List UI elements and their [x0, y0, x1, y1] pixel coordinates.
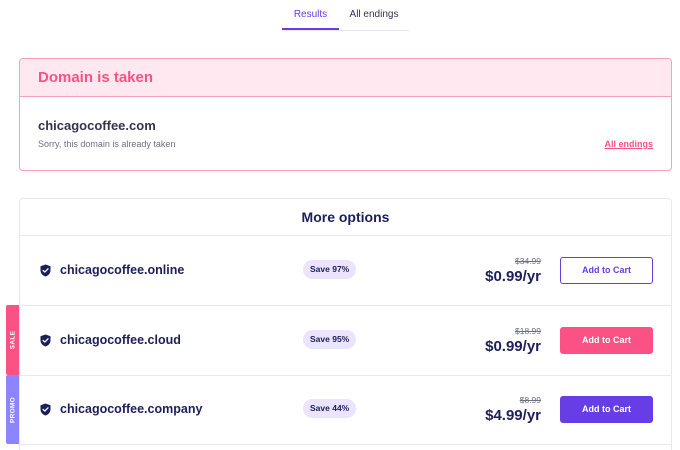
sale-flag: SALE — [6, 305, 19, 375]
option-domain-name: chicagocoffee.cloud — [60, 333, 181, 347]
tab-bar: Results All endings — [282, 0, 409, 31]
shield-check-icon — [40, 334, 51, 347]
add-to-cart-button[interactable]: Add to Cart — [560, 257, 653, 284]
domain-taken-card: Domain is taken chicagocoffee.com Sorry,… — [19, 58, 672, 171]
original-price: $34.99 — [515, 256, 541, 266]
original-price: $18.99 — [515, 326, 541, 336]
more-options-title: More options — [20, 199, 671, 236]
domain-taken-title: Domain is taken — [38, 69, 154, 86]
option-domain-name: chicagocoffee.company — [60, 402, 203, 416]
add-to-cart-button[interactable]: Add to Cart — [560, 396, 653, 423]
current-price: $0.99/yr — [485, 268, 541, 285]
current-price: $0.99/yr — [485, 338, 541, 355]
current-price: $4.99/yr — [485, 407, 541, 424]
save-badge: Save 44% — [303, 399, 357, 418]
taken-message: Sorry, this domain is already taken — [38, 139, 176, 149]
domain-option-row: chicagocoffee.online Save 97% $34.99 $0.… — [20, 236, 671, 306]
more-options-card: More options chicagocoffee.online Save 9… — [19, 198, 672, 450]
option-domain-name: chicagocoffee.online — [60, 263, 185, 277]
original-price: $8.99 — [519, 395, 541, 405]
tab-results[interactable]: Results — [282, 0, 339, 30]
taken-domain-name: chicagocoffee.com — [38, 118, 156, 133]
promo-flag-label: PROMO — [9, 396, 16, 423]
domain-option-row: chicagocoffee.company Save 44% $8.99 $4.… — [20, 375, 671, 445]
tab-all-endings[interactable]: All endings — [349, 9, 399, 20]
promo-flag: PROMO — [6, 375, 19, 444]
add-to-cart-button[interactable]: Add to Cart — [560, 327, 653, 354]
domain-taken-header: Domain is taken — [20, 59, 671, 97]
shield-check-icon — [40, 403, 51, 416]
all-endings-link[interactable]: All endings — [604, 139, 653, 149]
sale-flag-label: SALE — [9, 330, 16, 350]
save-badge: Save 97% — [303, 260, 357, 279]
shield-check-icon — [40, 264, 51, 277]
domain-option-row: chicagocoffee.cloud Save 95% $18.99 $0.9… — [20, 306, 671, 376]
save-badge: Save 95% — [303, 330, 357, 349]
